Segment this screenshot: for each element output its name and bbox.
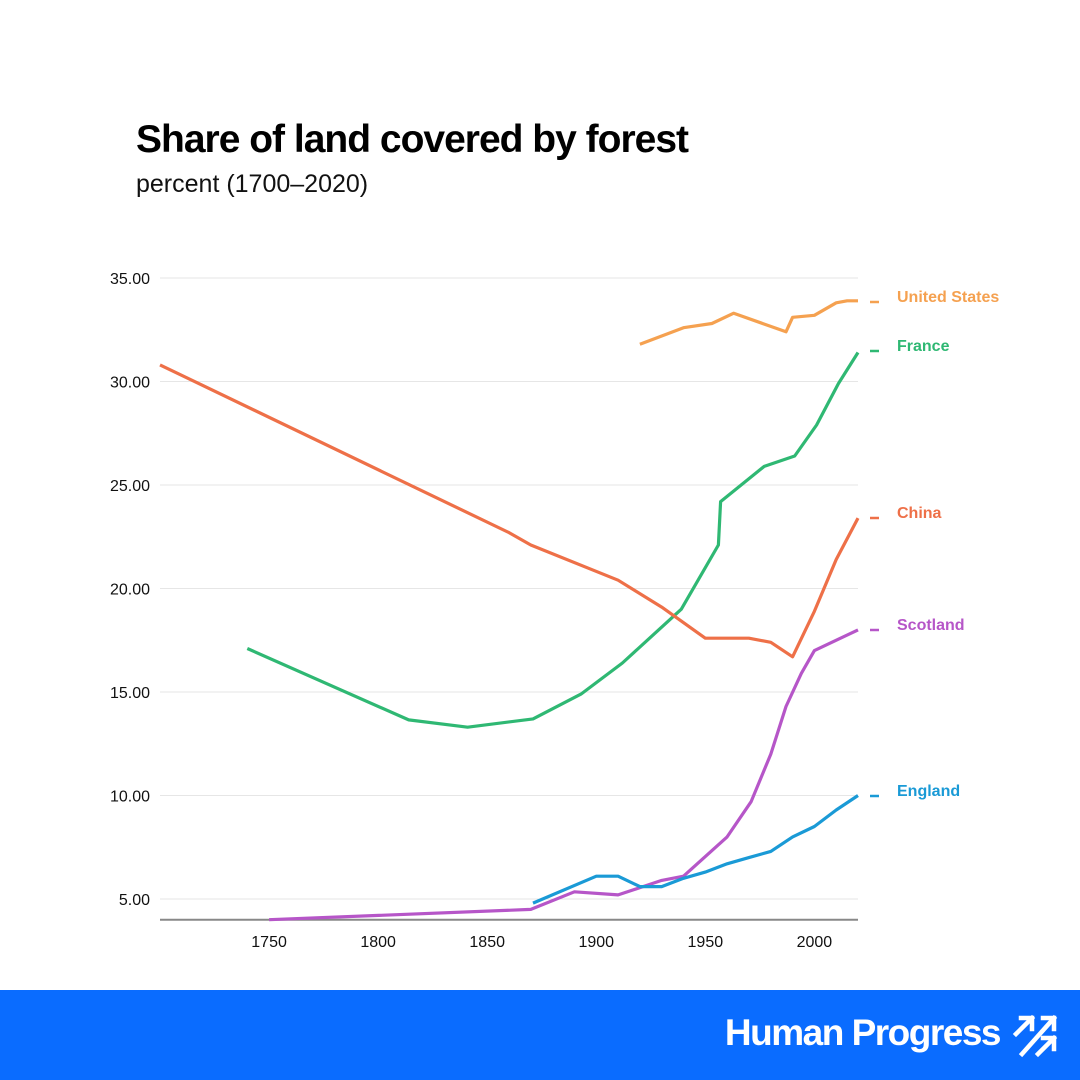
y-tick-label: 10.00 (110, 789, 150, 806)
series-line-france (246, 351, 860, 729)
y-axis-ticks: 5.00 10.00 15.00 20.00 25.00 30.00 35.00 (110, 271, 150, 909)
x-tick-label: 1950 (688, 934, 724, 951)
x-axis-ticks: 1750 1800 1850 1900 1950 2000 (251, 934, 832, 951)
series-label: United States (897, 289, 999, 306)
y-tick-label: 5.00 (119, 892, 150, 909)
y-tick-label: 20.00 (110, 582, 150, 599)
x-tick-label: 1750 (251, 934, 287, 951)
x-tick-label: 2000 (797, 934, 833, 951)
triple-arrow-up-right-icon (1012, 1014, 1058, 1058)
brand-logo-text: Human Progress (724, 1012, 1002, 1053)
y-tick-label: 15.00 (110, 685, 150, 702)
series-line-china (159, 363, 860, 659)
series-label: France (897, 338, 950, 355)
series-line-united-states (639, 299, 858, 346)
series-labels: United States France China Scotland England (870, 289, 999, 800)
y-tick-label: 25.00 (110, 478, 150, 495)
gridlines (160, 277, 858, 921)
series-label: China (897, 505, 942, 522)
series-line-scotland (269, 628, 859, 922)
chart-title: Share of land covered by forest (136, 118, 689, 161)
x-tick-label: 1900 (578, 934, 614, 951)
x-tick-label: 1800 (360, 934, 396, 951)
series-label: Scotland (897, 617, 965, 634)
chart-subtitle: percent (1700–2020) (136, 170, 369, 198)
series-line-england (532, 794, 859, 905)
footer-banner: Human Progress (0, 990, 1080, 1080)
series-lines (159, 299, 860, 922)
y-tick-label: 35.00 (110, 271, 150, 288)
x-tick-label: 1850 (469, 934, 505, 951)
series-label: England (897, 783, 960, 800)
y-tick-label: 30.00 (110, 375, 150, 392)
